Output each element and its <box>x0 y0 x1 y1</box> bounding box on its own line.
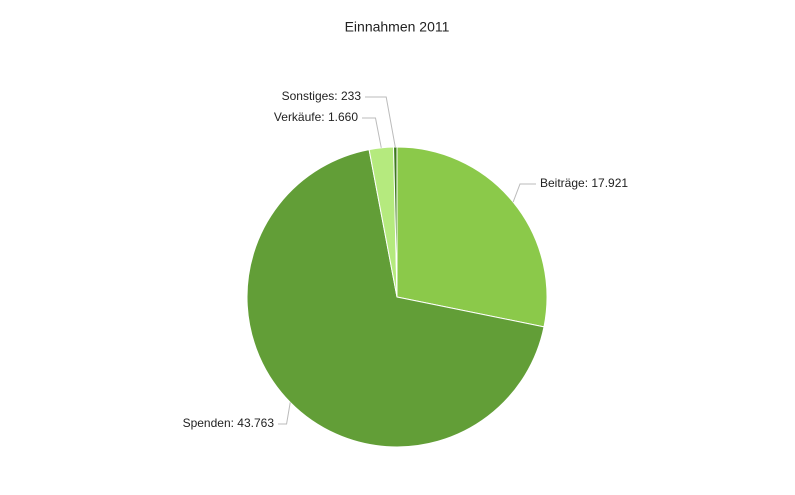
data-label: Verkäufe: 1.660 <box>274 110 358 124</box>
chart-title: Einnahmen 2011 <box>345 19 450 35</box>
label-connector <box>362 117 382 148</box>
pie-slice <box>246 149 545 448</box>
pie-slice <box>393 146 398 298</box>
data-label: Spenden: 43.763 <box>183 416 275 430</box>
data-label: Sonstiges: 233 <box>282 89 362 103</box>
label-connector <box>278 402 291 425</box>
data-label: Beiträge: 17.921 <box>540 176 628 190</box>
pie-slice <box>396 146 548 328</box>
label-connector <box>512 183 536 203</box>
label-connector <box>365 96 396 148</box>
